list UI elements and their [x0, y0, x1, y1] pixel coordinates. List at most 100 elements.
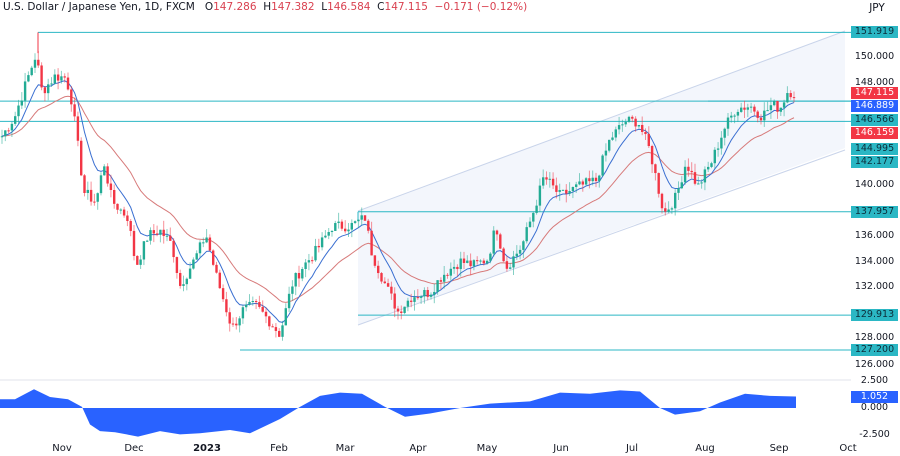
- candle: [621, 124, 624, 126]
- candle: [410, 300, 413, 302]
- candle: [443, 274, 446, 282]
- candle: [152, 230, 155, 234]
- candle: [733, 115, 736, 117]
- candle: [136, 255, 139, 265]
- currency-button[interactable]: JPY: [869, 2, 885, 14]
- candle: [697, 183, 700, 185]
- candle: [677, 188, 680, 193]
- time-tick: Mar: [335, 443, 355, 454]
- candle: [789, 93, 792, 98]
- osc-tick: 0.000: [860, 402, 889, 413]
- candle: [43, 87, 47, 94]
- candle: [301, 269, 304, 279]
- candle: [195, 253, 198, 260]
- candle: [545, 177, 548, 180]
- candle: [208, 237, 212, 251]
- candle: [179, 272, 182, 286]
- price-tick: 126.000: [854, 359, 895, 370]
- candle: [561, 189, 565, 191]
- price-badge-ema: 146.889: [851, 100, 898, 112]
- candle: [155, 233, 159, 235]
- low-value: 146.584: [327, 1, 371, 13]
- candle: [713, 149, 716, 164]
- candle: [202, 242, 205, 244]
- candle: [766, 110, 769, 112]
- candle: [703, 169, 707, 183]
- candle: [740, 107, 743, 112]
- candle: [584, 178, 588, 185]
- candle: [185, 278, 188, 285]
- candle: [489, 253, 492, 261]
- price-badge-last: 147.115: [851, 87, 898, 99]
- candle: [485, 260, 489, 264]
- candle: [344, 228, 347, 232]
- candle: [693, 172, 697, 184]
- candle: [759, 117, 763, 121]
- candle: [462, 258, 466, 263]
- price-badge-level: 151.919: [851, 26, 898, 39]
- candle: [317, 245, 320, 248]
- candle: [449, 268, 452, 276]
- candle: [106, 166, 109, 184]
- candle: [614, 129, 617, 138]
- candle: [680, 182, 683, 189]
- candle: [357, 219, 360, 222]
- candle: [403, 306, 406, 313]
- candle: [594, 177, 598, 182]
- candle: [172, 240, 175, 258]
- candle: [571, 186, 575, 192]
- candle: [736, 111, 740, 116]
- candle: [30, 67, 33, 76]
- candle: [380, 273, 383, 282]
- candle: [581, 181, 584, 185]
- candle: [423, 289, 426, 297]
- osc-badge: 1.052: [851, 391, 898, 403]
- candle: [624, 121, 627, 125]
- candle: [466, 260, 469, 263]
- candle: [495, 230, 499, 235]
- candle: [548, 178, 551, 180]
- candle: [109, 183, 113, 191]
- candle: [608, 139, 611, 151]
- candle: [730, 115, 733, 118]
- time-tick: Sep: [769, 443, 789, 454]
- osc-tick: -2.500: [859, 429, 890, 440]
- candle: [631, 116, 634, 119]
- candle: [578, 181, 581, 185]
- candle: [700, 182, 703, 184]
- candle: [304, 262, 307, 270]
- candle: [518, 249, 522, 254]
- candle: [674, 192, 677, 209]
- candle: [192, 259, 195, 269]
- candle: [307, 260, 311, 263]
- candle: [499, 234, 502, 249]
- candle: [522, 241, 525, 250]
- candle: [149, 230, 152, 241]
- candle: [515, 253, 518, 257]
- candle: [446, 274, 449, 276]
- candle: [33, 59, 37, 68]
- candle: [73, 104, 76, 117]
- candle: [76, 116, 80, 141]
- candle: [99, 175, 103, 194]
- candle: [575, 184, 578, 187]
- candle: [314, 245, 317, 261]
- price-badge-level: 137.957: [851, 205, 898, 218]
- price-badge-level: 142.177: [851, 156, 898, 168]
- time-tick: Feb: [270, 443, 288, 454]
- close-value: 147.115: [384, 1, 428, 13]
- candle: [264, 311, 268, 317]
- candle: [528, 221, 532, 228]
- candle: [419, 296, 423, 298]
- time-tick: Aug: [695, 443, 715, 454]
- candle: [327, 232, 330, 236]
- candle: [169, 235, 172, 241]
- candle: [406, 300, 410, 307]
- ema-fast-line: [1, 80, 795, 323]
- time-tick: Jun: [553, 443, 569, 454]
- candle: [370, 230, 373, 256]
- osc-tick: 2.500: [860, 375, 889, 386]
- candle: [756, 111, 759, 118]
- candle: [650, 146, 654, 165]
